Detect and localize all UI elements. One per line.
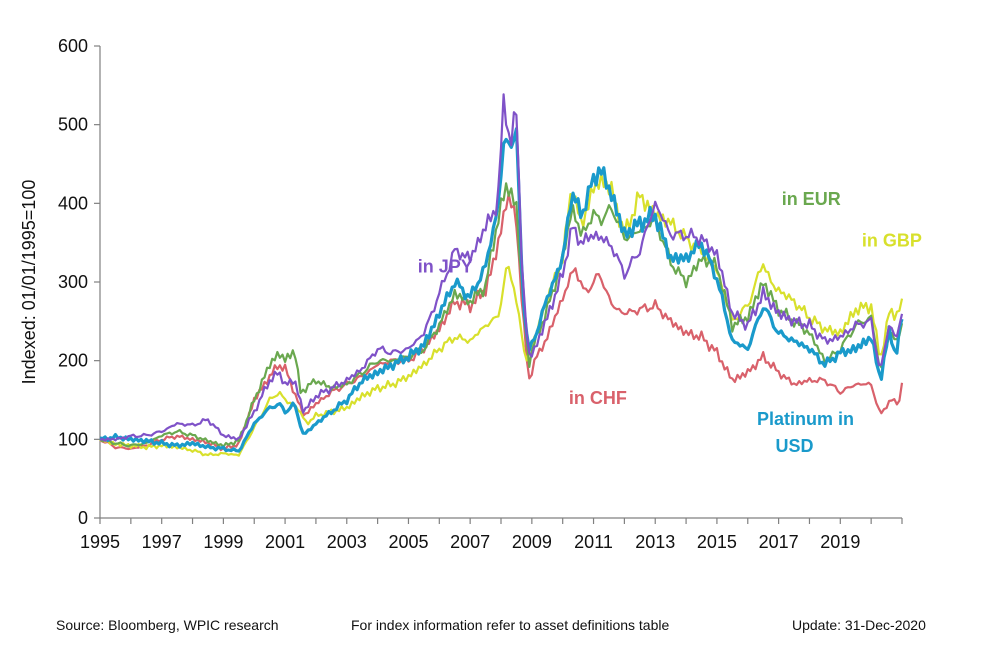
- x-tick-label: 2009: [512, 532, 552, 552]
- y-tick-label: 200: [58, 351, 88, 371]
- y-tick-label: 400: [58, 193, 88, 213]
- footer-note: For index information refer to asset def…: [351, 617, 670, 633]
- series-annotations: in JPY in CHF in EUR in GBP Platinum in USD: [418, 189, 922, 456]
- series-annotation: in CHF: [569, 388, 627, 408]
- x-tick-label: 2017: [759, 532, 799, 552]
- series-line-in-jpy: [99, 93, 904, 442]
- x-ticks: 1995 1997 1999 2001 2003 2005 2007 2009 2011 2013…: [80, 518, 903, 552]
- series-annotation: USD: [776, 436, 814, 456]
- y-tick-label: 300: [58, 272, 88, 292]
- series-line-in-gbp: [99, 172, 904, 457]
- footer-update: Update: 31-Dec-2020: [792, 617, 926, 633]
- x-tick-label: 1995: [80, 532, 120, 552]
- footer-source: Source: Bloomberg, WPIC research: [56, 617, 279, 633]
- y-tick-label: 0: [78, 508, 88, 528]
- x-tick-label: 2001: [265, 532, 305, 552]
- y-tick-label: 100: [58, 429, 88, 449]
- series-annotation: in EUR: [782, 189, 841, 209]
- x-tick-label: 1999: [203, 532, 243, 552]
- x-tick-label: 2015: [697, 532, 737, 552]
- y-ticks: 0 100 200 300 400 500 600: [58, 36, 100, 528]
- series-line-platinum-in-usd: [99, 127, 904, 453]
- line-chart: 0 100 200 300 400 500 600 1995 1997 1999 2001 2003…: [19, 36, 922, 552]
- x-tick-label: 2005: [388, 532, 428, 552]
- x-tick-label: 2003: [327, 532, 367, 552]
- series-annotation: in JPY: [418, 257, 473, 277]
- series-annotation: in GBP: [862, 231, 922, 251]
- x-tick-label: 2007: [450, 532, 490, 552]
- y-tick-label: 600: [58, 36, 88, 56]
- y-axis-title: Indexed: 01/01/1995=100: [19, 180, 39, 385]
- series-annotation: Platinum in: [757, 409, 854, 429]
- x-tick-label: 2011: [574, 532, 613, 552]
- series-lines: [99, 93, 904, 457]
- x-tick-label: 2019: [820, 532, 860, 552]
- x-tick-label: 2013: [635, 532, 675, 552]
- series-line-in-eur: [99, 182, 904, 448]
- y-tick-label: 500: [58, 115, 88, 135]
- x-tick-label: 1997: [142, 532, 182, 552]
